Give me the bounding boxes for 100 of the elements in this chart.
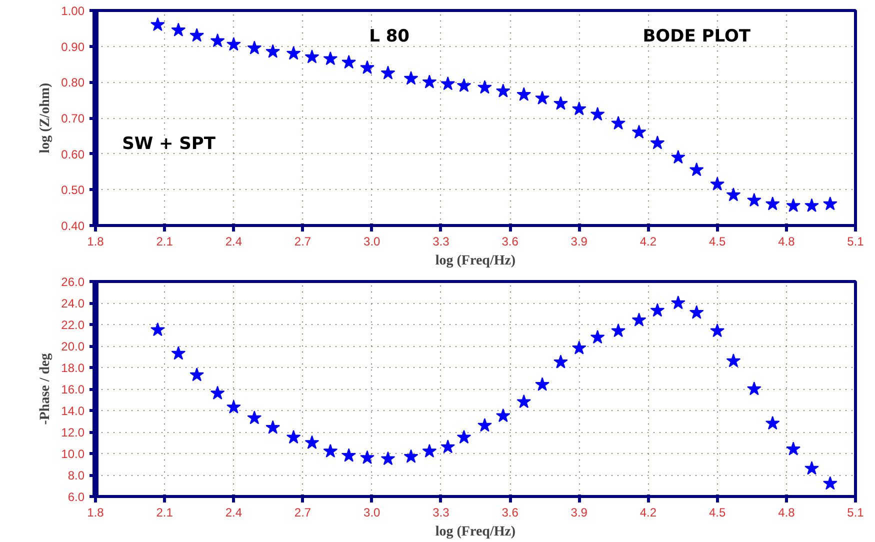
point [286, 46, 301, 60]
point [671, 150, 686, 164]
y-tick-label: 1.00 [61, 4, 85, 18]
x-tick-label: 4.2 [640, 506, 657, 520]
point [440, 76, 456, 90]
point [304, 435, 320, 449]
y-tick-label: 0.40 [61, 219, 85, 233]
y-tick-label: 20.0 [61, 340, 85, 354]
x-tick-label: 5.1 [847, 506, 864, 520]
point [323, 444, 338, 458]
point [650, 136, 665, 150]
y-tick-label: 24.0 [61, 296, 85, 310]
point [611, 323, 626, 338]
x-tick-label: 3.3 [432, 234, 450, 248]
y-axis-title: log (Z/ohm) [38, 82, 54, 154]
point [247, 40, 262, 54]
point [611, 116, 626, 130]
y-axis-title: -Phase / deg [38, 353, 54, 425]
point [554, 354, 568, 368]
point [342, 448, 356, 462]
x-tick-label: 4.2 [640, 234, 657, 248]
x-tick-label: 3.9 [570, 506, 588, 520]
point [590, 106, 605, 121]
y-tick-label: 0.90 [61, 40, 85, 54]
point [650, 303, 665, 317]
x-tick-label: 1.8 [87, 234, 104, 248]
point [150, 322, 165, 336]
point [726, 188, 741, 202]
y-tick-label: 0.50 [61, 183, 85, 198]
point [478, 80, 492, 94]
y-tick-label: 14.0 [61, 404, 85, 418]
point [671, 296, 686, 310]
point [572, 340, 586, 354]
x-tick-label: 3.0 [364, 234, 381, 248]
y-tick-label: 6.0 [68, 490, 85, 504]
point [266, 420, 280, 434]
x-tick-label: 2.7 [294, 234, 312, 248]
x-tick-label: 4.8 [778, 506, 796, 520]
point [150, 17, 165, 31]
x-tick-label: 1.8 [87, 506, 104, 520]
annotation: SW + SPT [122, 134, 216, 154]
point [210, 386, 225, 400]
x-tick-label: 2.1 [156, 506, 174, 520]
point [804, 461, 819, 475]
point [266, 44, 280, 58]
point [535, 90, 550, 104]
x-tick-label: 2.4 [225, 506, 242, 520]
point [360, 60, 374, 74]
point [422, 74, 437, 88]
point [456, 430, 472, 444]
point [380, 66, 396, 80]
point [786, 442, 800, 456]
y-tick-label: 16.0 [61, 382, 85, 396]
x-tick-label: 2.4 [225, 234, 242, 248]
point [710, 176, 724, 190]
point [726, 354, 741, 368]
x-axis-title: log (Freq/Hz) [435, 254, 516, 268]
point [496, 408, 510, 422]
y-tick-label: 8.0 [68, 468, 85, 482]
point [689, 162, 704, 176]
y-tick-label: 12.0 [61, 426, 85, 440]
point [380, 451, 396, 466]
point [632, 124, 646, 138]
y-tick-label: 18.0 [61, 361, 85, 375]
x-tick-label: 3.6 [502, 506, 519, 520]
point [422, 444, 437, 458]
point [304, 50, 320, 64]
x-tick-label: 4.5 [708, 234, 726, 248]
x-tick-label: 3.0 [364, 506, 381, 520]
x-tick-label: 4.5 [708, 506, 726, 520]
point [496, 84, 510, 98]
point [823, 476, 838, 490]
y-tick-label: 26.0 [61, 275, 85, 289]
y-tick-label: 22.0 [61, 318, 85, 332]
annotation: L 80 [369, 26, 410, 46]
point [710, 323, 724, 338]
point [360, 450, 374, 464]
point [247, 410, 262, 424]
x-tick-label: 2.1 [156, 234, 174, 248]
x-tick-label: 2.7 [294, 506, 312, 520]
x-axis-title: log (Freq/Hz) [435, 524, 516, 540]
y-tick-label: 0.80 [61, 76, 85, 90]
point [765, 196, 780, 210]
x-tick-label: 3.6 [502, 234, 519, 248]
y-tick-label: 10.0 [61, 447, 85, 461]
point [342, 54, 356, 69]
point [786, 198, 800, 212]
point [689, 305, 704, 319]
point [440, 440, 456, 454]
point [190, 28, 204, 42]
point [516, 394, 532, 408]
x-tick-label: 3.3 [432, 506, 450, 520]
point [590, 330, 605, 344]
point [323, 51, 338, 66]
point [516, 87, 532, 101]
point [404, 71, 418, 85]
point [226, 37, 241, 51]
point [747, 192, 762, 207]
x-tick-label: 4.8 [778, 234, 796, 248]
point [226, 400, 241, 414]
